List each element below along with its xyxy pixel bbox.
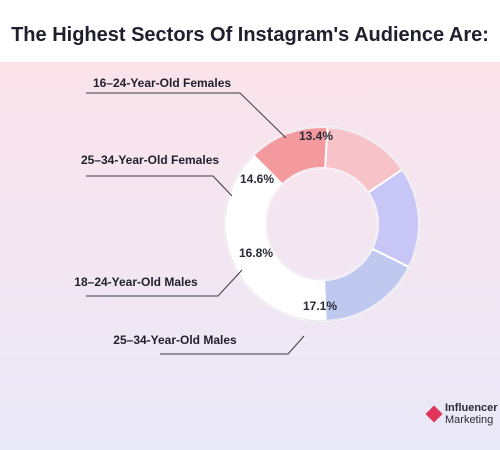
logo-text: Influencer Marketing bbox=[445, 402, 498, 426]
leader-line-3 bbox=[86, 269, 243, 297]
slice-value-label-4: 17.1% bbox=[303, 299, 337, 313]
category-label-4: 25–34-Year-Old Males bbox=[113, 333, 237, 347]
donut-inner-outline bbox=[265, 167, 379, 281]
category-label-1: 16–24-Year-Old Females bbox=[93, 76, 231, 90]
leader-line-1 bbox=[86, 92, 287, 139]
influencer-marketing-logo: Influencer Marketing bbox=[425, 402, 500, 432]
logo-line1: Influencer bbox=[445, 402, 498, 414]
slice-value-label-2: 14.6% bbox=[240, 172, 274, 186]
category-label-3: 18–24-Year-Old Males bbox=[74, 275, 198, 289]
leader-line-2 bbox=[86, 175, 233, 197]
logo-line2: Marketing bbox=[445, 414, 494, 426]
title-band bbox=[0, 0, 500, 62]
donut-outline bbox=[224, 126, 420, 322]
slice-value-label-3: 16.8% bbox=[239, 246, 273, 260]
leader-line-4 bbox=[160, 335, 305, 355]
category-label-2: 25–34-Year-Old Females bbox=[81, 153, 219, 167]
slice-value-label-1: 13.4% bbox=[299, 129, 333, 143]
logo-mark-icon bbox=[425, 405, 443, 423]
chart-title: The Highest Sectors Of Instagram's Audie… bbox=[11, 24, 489, 46]
